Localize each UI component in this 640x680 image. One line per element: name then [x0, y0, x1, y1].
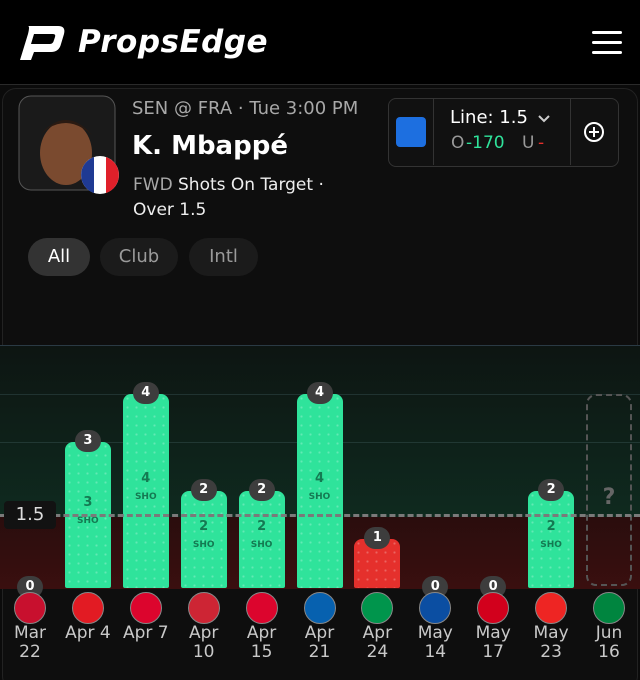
bar-unit: SHO — [308, 491, 331, 502]
tab[interactable]: All — [28, 238, 90, 276]
add-button[interactable] — [583, 121, 605, 143]
bar — [238, 490, 285, 588]
bar — [296, 393, 343, 588]
x-tick-label: May 17 — [475, 623, 511, 662]
bar — [122, 393, 169, 588]
bar-value: 2 — [199, 519, 209, 535]
bar-value: 4 — [314, 470, 325, 486]
x-tick-label: Apr 21 — [304, 623, 335, 662]
value-label: 4 — [132, 381, 159, 404]
team-logo — [419, 592, 452, 624]
team-logo — [187, 592, 220, 624]
x-tick-label: Apr 15 — [246, 623, 277, 662]
chevron — [538, 115, 550, 123]
bar-value: 2 — [257, 519, 267, 535]
over-odds: -170 — [466, 133, 505, 153]
pending-label: ? — [602, 485, 616, 511]
value-label: 2 — [538, 478, 565, 501]
x-tick-label: Apr 10 — [188, 623, 219, 662]
pick: Over 1.5 — [133, 200, 207, 220]
odds-box[interactable] — [388, 98, 619, 167]
bar-value: 2 — [546, 519, 556, 535]
value-label: 1 — [364, 527, 391, 550]
x-tick-label: May 23 — [533, 623, 569, 662]
team-logo — [593, 592, 625, 624]
book-icon — [396, 117, 426, 147]
x-tick-label: Apr 7 — [122, 623, 169, 643]
line-label: Line: 1.5 — [450, 107, 528, 128]
bar-unit: SHO — [192, 540, 215, 551]
team-logo — [14, 592, 46, 624]
player-photo — [18, 95, 119, 194]
menu-button[interactable] — [592, 30, 624, 56]
bar-unit: SHO — [540, 540, 562, 551]
position: FWD — [133, 175, 173, 195]
stat: Shots On Target · — [178, 175, 324, 195]
pending-box — [586, 393, 632, 586]
value-label: 3 — [74, 430, 101, 453]
threshold-line — [0, 514, 640, 518]
bar — [528, 490, 575, 588]
threshold-label: 1.5 — [4, 501, 56, 530]
team-logo — [477, 592, 510, 624]
divider — [570, 99, 571, 165]
bar-value: 3 — [83, 495, 93, 511]
bar-value: 4 — [141, 470, 151, 486]
x-tick-label: Apr 24 — [362, 623, 393, 662]
tab[interactable]: Club — [100, 238, 178, 276]
under-odds: - — [538, 133, 545, 153]
team-logo — [361, 592, 394, 624]
x-tick-label: Jun 16 — [595, 623, 623, 662]
bar-unit: SHO — [77, 516, 99, 527]
tab[interactable]: Intl — [189, 238, 258, 276]
team-logo — [245, 592, 278, 624]
matchup: SEN @ FRA · Tue 3:00 PM — [132, 98, 359, 119]
brand-logo — [20, 26, 65, 60]
team-logo — [535, 592, 568, 624]
x-tick-label: Apr 4 — [65, 623, 111, 643]
player-name: K. Mbappé — [132, 131, 288, 161]
bar-unit: SHO — [134, 491, 157, 502]
bar-unit: SHO — [250, 540, 273, 551]
brand-name: PropsEdge — [78, 24, 269, 60]
team-logo — [129, 592, 162, 624]
x-tick-label: Mar 22 — [13, 623, 47, 662]
under: U — [522, 133, 535, 153]
team-logo — [303, 592, 336, 624]
over: O — [451, 133, 465, 153]
x-tick-label: May 14 — [417, 623, 453, 662]
divider — [433, 99, 434, 165]
top-bar: PropsEdge — [0, 0, 640, 85]
value-label: 2 — [190, 478, 217, 501]
bar — [180, 490, 227, 588]
value-label: 2 — [248, 478, 275, 501]
team-logo — [71, 592, 104, 624]
value-label: 4 — [306, 381, 333, 404]
